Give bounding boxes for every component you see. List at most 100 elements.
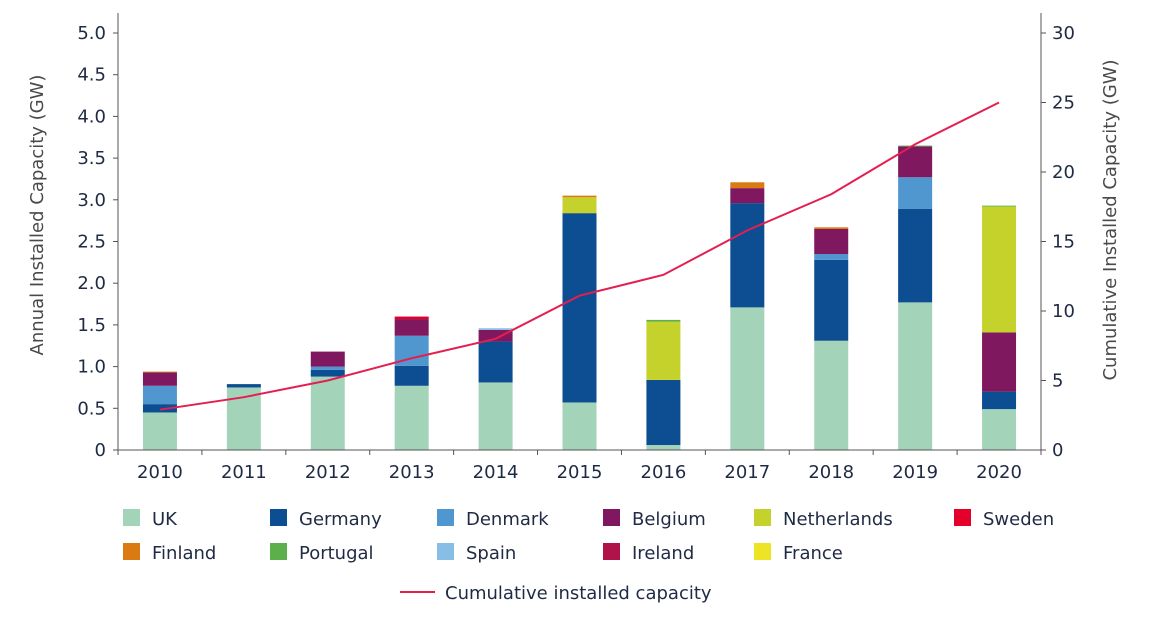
- x-tick-label: 2014: [473, 462, 519, 483]
- y-tick-label: 4.0: [77, 106, 106, 127]
- legend-label-belgium: Belgium: [632, 509, 706, 530]
- y2-axis-title: Cumulative Installed Capacity (GW): [1100, 59, 1121, 380]
- bar-segment-uk: [730, 307, 765, 450]
- bar-segment-germany: [394, 365, 429, 386]
- legend-swatch-netherlands: [754, 509, 771, 526]
- x-tick-label: 2015: [557, 462, 603, 483]
- bar-segment-uk: [394, 385, 429, 450]
- bar-segment-belgium: [982, 332, 1017, 392]
- legend-label-germany: Germany: [299, 509, 382, 530]
- y-tick-label: 1.5: [77, 315, 106, 336]
- y2-tick-label: 10: [1052, 301, 1075, 322]
- legend-swatch-germany: [270, 509, 287, 526]
- y2-tick-label: 30: [1052, 23, 1075, 44]
- bar-segment-uk: [478, 382, 513, 450]
- legend-label-denmark: Denmark: [466, 509, 549, 530]
- y-tick-label: 0.5: [77, 398, 106, 419]
- x-tick-label: 2016: [641, 462, 687, 483]
- legend-label-ireland: Ireland: [632, 543, 694, 564]
- x-tick-label: 2011: [221, 462, 267, 483]
- bar-segment-netherlands: [646, 321, 681, 380]
- y-tick-label: 3.5: [77, 148, 106, 169]
- x-tick-label: 2012: [305, 462, 351, 483]
- y-tick-label: 1.0: [77, 357, 106, 378]
- bar-segment-finland: [142, 371, 177, 373]
- bar-segment-belgium: [310, 351, 345, 367]
- bar-segment-germany: [478, 341, 513, 383]
- x-tick-label: 2013: [389, 462, 435, 483]
- legend-swatch-portugal: [270, 543, 287, 560]
- bar-segment-spain: [478, 328, 513, 330]
- y-tick-label: 0: [95, 440, 106, 461]
- legend-label-uk: UK: [152, 509, 178, 530]
- bar-segment-portugal: [898, 145, 933, 147]
- bar-segment-uk: [310, 376, 345, 450]
- y-tick-label: 2.5: [77, 232, 106, 253]
- cumulative-capacity-line: [159, 101, 1000, 411]
- legend-swatch-france: [754, 543, 771, 560]
- bar-segment-denmark: [814, 254, 849, 260]
- legend-label-spain: Spain: [466, 543, 516, 564]
- bar-segment-germany: [142, 404, 177, 413]
- y-axis-title: Annual Installed Capacity (GW): [27, 75, 48, 356]
- bar-segment-uk: [142, 412, 177, 450]
- legend-label-cumulative: Cumulative installed capacity: [445, 583, 712, 604]
- bar-segment-germany: [982, 391, 1017, 410]
- bar-segment-finland: [814, 227, 849, 229]
- bar-segment-denmark: [898, 177, 933, 209]
- bar-segment-portugal: [982, 205, 1017, 207]
- legend-swatch-spain: [437, 543, 454, 560]
- y-tick-label: 4.5: [77, 65, 106, 86]
- legend-label-portugal: Portugal: [299, 543, 374, 564]
- bar-segment-denmark: [142, 385, 177, 405]
- legend-label-sweden: Sweden: [983, 509, 1054, 530]
- legend-swatch-belgium: [603, 509, 620, 526]
- legend-swatch-uk: [123, 509, 140, 526]
- bar-segment-uk: [562, 402, 597, 450]
- bar-segment-germany: [814, 259, 849, 341]
- bar-segment-belgium: [394, 319, 429, 336]
- legend-swatch-finland: [123, 543, 140, 560]
- legend-swatch-sweden: [954, 509, 971, 526]
- bar-segment-uk: [646, 444, 681, 450]
- x-tick-label: 2010: [137, 462, 183, 483]
- bar-segment-germany: [730, 203, 765, 308]
- legend-swatch-denmark: [437, 509, 454, 526]
- x-tick-label: 2020: [976, 462, 1022, 483]
- legend: UK Germany Denmark Belgium Netherlands Sweden…: [123, 509, 1054, 604]
- bar-segment-netherlands: [562, 197, 597, 214]
- bar-segment-finland: [730, 182, 765, 189]
- y2-tick-label: 5: [1052, 371, 1063, 392]
- y2-tick-label: 20: [1052, 162, 1075, 183]
- bar-segment-uk: [982, 409, 1017, 450]
- bar-segment-belgium: [814, 228, 849, 255]
- bar-segment-germany: [310, 369, 345, 377]
- y-tick-label: 2.0: [77, 273, 106, 294]
- bar-segment-denmark: [310, 366, 345, 370]
- y2-tick-label: 0: [1052, 440, 1063, 461]
- y-tick-label: 5.0: [77, 23, 106, 44]
- bar-segment-sweden: [394, 316, 429, 320]
- y2-tick-label: 15: [1052, 232, 1075, 253]
- bar-segment-uk: [898, 302, 933, 450]
- bar-segment-netherlands: [982, 206, 1017, 333]
- bar-segment-germany: [646, 379, 681, 445]
- bars-layer: [142, 145, 1017, 450]
- x-tick-label: 2017: [724, 462, 770, 483]
- bar-segment-belgium: [142, 372, 177, 386]
- axes-layer: 00.51.01.52.02.53.03.54.04.55.0051015202…: [77, 13, 1075, 483]
- line-layer: [159, 101, 1000, 411]
- legend-label-france: France: [783, 543, 843, 564]
- bar-segment-belgium: [478, 329, 513, 342]
- bar-segment-germany: [898, 208, 933, 303]
- legend-label-finland: Finland: [152, 543, 216, 564]
- bar-segment-finland: [562, 195, 597, 198]
- legend-label-netherlands: Netherlands: [783, 509, 893, 530]
- bar-segment-belgium: [730, 188, 765, 204]
- y2-tick-label: 25: [1052, 93, 1075, 114]
- bar-segment-uk: [814, 340, 849, 450]
- bar-segment-portugal: [646, 319, 681, 322]
- bar-segment-germany: [226, 384, 261, 388]
- bar-segment-germany: [562, 213, 597, 403]
